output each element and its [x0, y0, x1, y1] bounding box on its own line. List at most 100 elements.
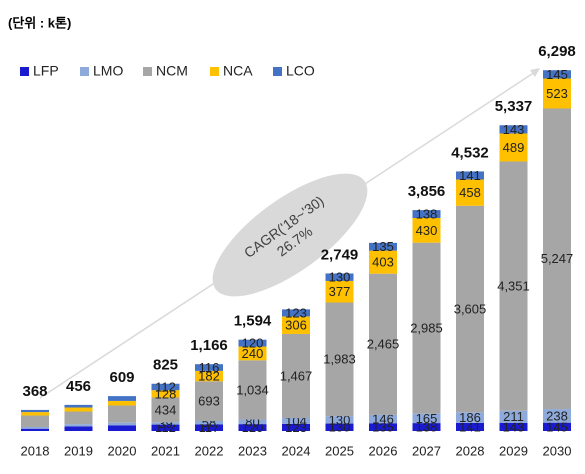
value-label: 430 — [416, 223, 438, 238]
value-label: 186 — [459, 410, 481, 425]
bar-segment — [412, 423, 441, 431]
legend-swatch — [20, 67, 29, 76]
bar-segment — [325, 280, 354, 303]
bar-segment — [21, 428, 49, 431]
value-label: 489 — [503, 140, 525, 155]
legend-label: LCO — [286, 63, 315, 79]
total-label: 5,337 — [495, 98, 533, 115]
value-label: 377 — [329, 284, 351, 299]
bar-segment — [369, 273, 397, 415]
total-label: 1,594 — [234, 313, 272, 330]
bar-segment — [108, 400, 136, 406]
legend-swatch — [80, 67, 89, 76]
bar-segment — [325, 273, 354, 281]
value-label: 138 — [416, 419, 438, 434]
unit-label: (단위 : k톤) — [8, 15, 71, 30]
bar-segment — [195, 381, 223, 421]
value-label: 240 — [242, 346, 264, 361]
value-label: 523 — [546, 86, 568, 101]
bar-segment — [499, 422, 528, 431]
total-label: 2,749 — [321, 246, 359, 263]
x-tick-label: 2029 — [499, 443, 528, 458]
bar-segment — [151, 397, 180, 423]
bar-segment — [64, 411, 93, 425]
bar-segment — [325, 423, 354, 431]
bar-segment — [369, 242, 397, 251]
bar-segment — [195, 370, 223, 382]
value-label: 403 — [372, 255, 394, 270]
value-label: 458 — [459, 185, 481, 200]
value-label: 3,605 — [454, 301, 487, 316]
cagr-ellipse — [212, 173, 368, 297]
bar-segment — [282, 316, 310, 334]
bar-segment — [64, 426, 93, 431]
value-label: 5,247 — [541, 251, 574, 266]
total-label: 3,856 — [408, 183, 446, 200]
bar-segment — [151, 390, 180, 398]
legend-label: LMO — [93, 63, 123, 79]
x-tick-label: 2030 — [543, 443, 572, 458]
bar-segment — [108, 405, 136, 423]
total-label: 368 — [22, 383, 47, 400]
total-label: 6,298 — [538, 43, 576, 60]
bar-segment — [499, 161, 528, 411]
value-label: 2,985 — [410, 321, 443, 336]
legend-label: NCM — [156, 63, 188, 79]
bar-segment — [499, 410, 528, 423]
value-label: 1,983 — [323, 352, 356, 367]
legend-label: LFP — [33, 63, 59, 79]
arrow-head — [530, 68, 540, 77]
bar-segment — [238, 419, 267, 425]
bar-segment — [21, 426, 49, 429]
legend-label: NCA — [223, 63, 253, 79]
x-tick-label: 2027 — [412, 443, 441, 458]
bar-segment — [456, 205, 484, 413]
value-label: 123 — [285, 305, 307, 320]
bar-segment — [499, 125, 528, 134]
bar-segment — [543, 108, 571, 410]
bar-segment — [369, 414, 397, 424]
bar-segment — [21, 415, 49, 427]
legend-swatch — [210, 67, 219, 76]
value-label: 116 — [199, 360, 220, 375]
total-label: 456 — [66, 378, 91, 395]
total-label: 1,166 — [190, 337, 228, 354]
value-label: 306 — [285, 318, 307, 333]
bar-segment — [108, 425, 136, 431]
bar-segment — [64, 404, 93, 408]
value-label: 1,034 — [236, 382, 269, 397]
value-label: 143 — [503, 122, 525, 137]
x-tick-label: 2022 — [195, 443, 224, 458]
bar-segment — [412, 242, 441, 414]
bar-segment — [282, 417, 310, 424]
total-label: 609 — [109, 369, 134, 386]
bar-segment — [238, 339, 267, 347]
x-tick-label: 2020 — [108, 443, 137, 458]
bar-segment — [21, 409, 49, 413]
bar-segment — [543, 78, 571, 109]
value-label: 135 — [372, 420, 394, 435]
bar-segment — [195, 364, 223, 371]
legend-swatch — [273, 67, 282, 76]
total-label: 825 — [153, 357, 178, 374]
x-tick-label: 2019 — [64, 443, 93, 458]
x-tick-label: 2024 — [282, 443, 311, 458]
bar-segment — [456, 412, 484, 423]
bar-segment — [238, 360, 267, 420]
value-label: 238 — [546, 408, 568, 423]
value-label: 434 — [155, 402, 177, 417]
bar-segment — [282, 333, 310, 418]
bar-segment — [369, 423, 397, 431]
bar-segment — [151, 422, 180, 425]
value-label: 141 — [459, 419, 481, 434]
value-label: 145 — [546, 419, 568, 434]
bar-segment — [64, 424, 93, 427]
bar-segment — [195, 420, 223, 425]
value-label: 2,465 — [367, 337, 400, 352]
bar-segment — [282, 309, 310, 317]
legend-swatch — [143, 67, 152, 76]
bar-segment — [369, 250, 397, 274]
bar-segment — [238, 346, 267, 361]
bar-segment — [325, 416, 354, 424]
bar-segment — [456, 422, 484, 431]
